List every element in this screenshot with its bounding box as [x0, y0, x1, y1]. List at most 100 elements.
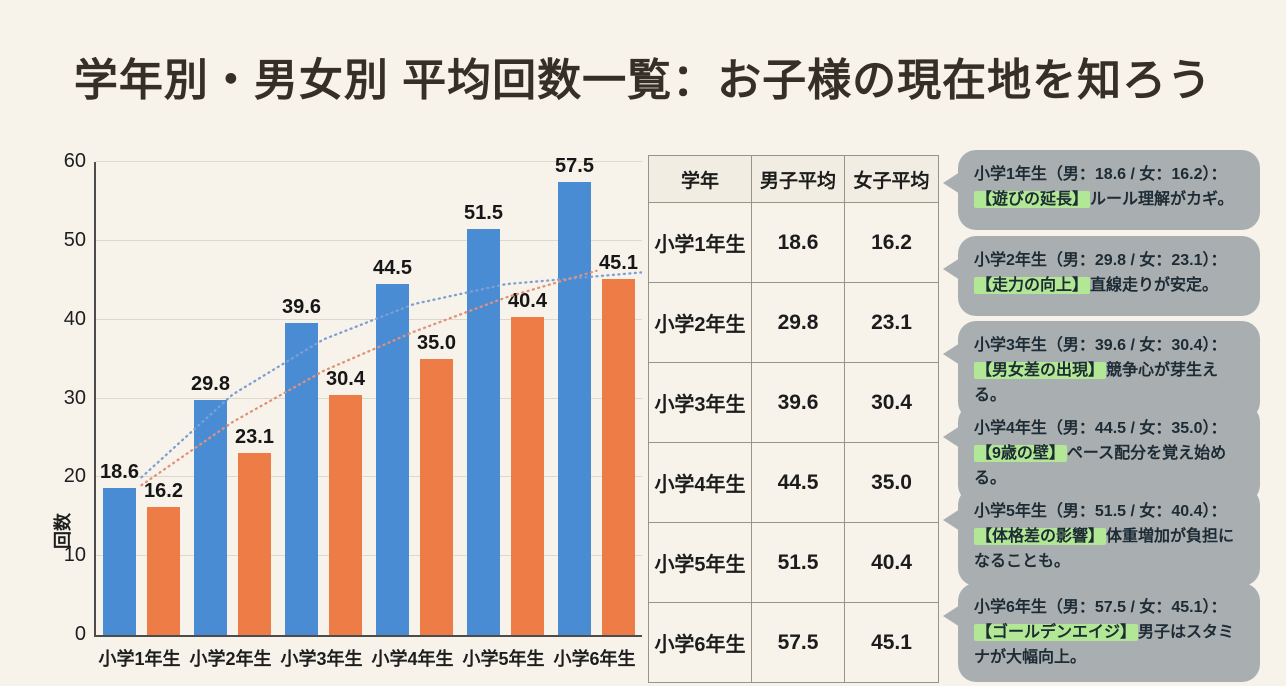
grade-cell: 小学2年生	[648, 282, 752, 363]
bubble-description: ペース配分を覚え始める。	[974, 444, 1227, 487]
value-cell: 40.4	[844, 522, 939, 603]
speech-bubble: 小学5年生（男：51.5 / 女：40.4）： 【体格差の影響】 体重増加が負担にな…	[943, 487, 1260, 587]
value-cell: 29.8	[751, 282, 845, 363]
bubble-stats-line: 小学2年生（男：29.8 / 女：23.1）：	[974, 252, 1227, 269]
grade-cell: 小学1年生	[648, 202, 752, 283]
bar-value-label: 35.0	[417, 332, 456, 355]
y-tick-label: 40	[63, 307, 86, 330]
table-header-cell: 女子平均	[844, 155, 939, 203]
highlight-chip: 【9歳の壁】	[974, 444, 1067, 462]
table-row: 小学2年生 29.8 23.1	[648, 282, 939, 363]
female-bar	[147, 507, 180, 635]
speech-bubble: 小学4年生（男：44.5 / 女：35.0）： 【9歳の壁】 ペース配分を覚え始める…	[943, 404, 1260, 504]
bubble-description: 競争心が芽生える。	[974, 361, 1219, 404]
highlight-chip: 【体格差の影響】	[974, 527, 1107, 545]
value-cell: 30.4	[844, 362, 939, 443]
value-cell: 23.1	[844, 282, 939, 363]
female-bar	[329, 395, 362, 635]
gridline	[96, 239, 642, 241]
x-tick-label: 小学5年生	[462, 649, 545, 669]
bubble-stats-line: 小学4年生（男：44.5 / 女：35.0）：	[974, 420, 1227, 437]
plot-area: 18.6 16.2 29.8 23.1 39.6 30.4 44.5 35.0 51.5 40.4…	[94, 155, 642, 637]
bubble-description: 男子はスタミナが大幅向上。	[974, 623, 1235, 666]
x-tick-label: 小学3年生	[280, 649, 363, 669]
value-cell: 44.5	[751, 442, 845, 523]
x-tick-label: 小学1年生	[98, 649, 181, 669]
speech-bubble: 小学3年生（男：39.6 / 女：30.4）： 【男女差の出現】 競争心が芽生える。	[943, 321, 1260, 421]
bar-value-label: 29.8	[191, 373, 230, 396]
table-row: 小学6年生 57.5 45.1	[648, 602, 939, 683]
table-header-cell: 学年	[648, 155, 752, 203]
bubble-stats-line: 小学3年生（男：39.6 / 女：30.4）：	[974, 337, 1227, 354]
bubble-text: 小学6年生（男：57.5 / 女：45.1）： 【ゴールデンエイジ】 男子はスタミナ…	[974, 596, 1246, 670]
bar-value-label: 30.4	[326, 368, 365, 391]
highlight-chip: 【男女差の出現】	[974, 361, 1107, 379]
table-row: 小学4年生 44.5 35.0	[648, 442, 939, 523]
bubble-text: 小学2年生（男：29.8 / 女：23.1）： 【走力の向上】 直線走りが安定。	[974, 249, 1246, 299]
y-tick-label: 50	[63, 228, 86, 251]
bar-value-label: 23.1	[235, 425, 274, 448]
table-header: 学年 男子平均 女子平均	[648, 155, 939, 203]
bubble-stats-line: 小学1年生（男：18.6 / 女：16.2）：	[974, 166, 1227, 183]
bubble-text: 小学5年生（男：51.5 / 女：40.4）： 【体格差の影響】 体重増加が負担にな…	[974, 500, 1246, 574]
male-bar	[558, 181, 591, 635]
value-cell: 18.6	[751, 202, 845, 283]
bubble-text: 小学1年生（男：18.6 / 女：16.2）： 【遊びの延長】 ルール理解がカギ。	[974, 163, 1246, 213]
bar-chart: 回数 18.6 16.2 29.8 23.1 39.6 30.4 44.5 35.0 51.5 4…	[36, 146, 648, 680]
page-title: 学年別・男女別 平均回数一覧：お子様の現在地を知ろう	[73, 56, 1213, 105]
bar-value-label: 57.5	[555, 154, 594, 177]
bar-value-label: 40.4	[508, 289, 547, 312]
grade-cell: 小学4年生	[648, 442, 752, 523]
value-cell: 39.6	[751, 362, 845, 443]
bubble-stats-line: 小学6年生（男：57.5 / 女：45.1）：	[974, 599, 1227, 616]
highlight-chip: 【ゴールデンエイジ】	[974, 623, 1139, 641]
female-bar	[602, 279, 635, 635]
speech-bubble: 小学6年生（男：57.5 / 女：45.1）： 【ゴールデンエイジ】 男子はスタミナ…	[943, 583, 1260, 683]
female-bar	[511, 316, 544, 635]
x-tick-label: 小学2年生	[189, 649, 272, 669]
grade-cell: 小学3年生	[648, 362, 752, 443]
y-tick-label: 60	[63, 150, 86, 172]
bubble-tail-icon	[943, 509, 960, 531]
bar-value-label: 18.6	[100, 461, 139, 484]
bubble-description: 直線走りが安定。	[1090, 276, 1219, 294]
bubble-text: 小学4年生（男：44.5 / 女：35.0）： 【9歳の壁】 ペース配分を覚え始める…	[974, 417, 1246, 491]
table-row: 小学5年生 51.5 40.4	[648, 522, 939, 603]
value-cell: 45.1	[844, 602, 939, 683]
gridline	[96, 555, 642, 557]
bar-value-label: 51.5	[464, 202, 503, 225]
grade-cell: 小学6年生	[648, 602, 752, 683]
speech-bubble: 小学1年生（男：18.6 / 女：16.2）： 【遊びの延長】 ルール理解がカギ。	[943, 150, 1260, 230]
bubble-tail-icon	[943, 426, 960, 448]
y-tick-label: 0	[74, 623, 86, 645]
bubble-text: 小学3年生（男：39.6 / 女：30.4）： 【男女差の出現】 競争心が芽生える。	[974, 334, 1246, 408]
y-tick-label: 30	[63, 386, 86, 409]
x-tick-label: 小学4年生	[371, 649, 454, 669]
bubble-tail-icon	[943, 172, 960, 194]
value-cell: 35.0	[844, 442, 939, 523]
highlight-chip: 【走力の向上】	[974, 276, 1091, 294]
bubble-tail-icon	[943, 258, 960, 280]
data-table: 学年 男子平均 女子平均 小学1年生 18.6 16.2 小学2年生 29.8 23.1 小学3…	[648, 155, 939, 683]
bubble-tail-icon	[943, 605, 960, 627]
table-header-cell: 男子平均	[751, 155, 845, 203]
table-row: 小学1年生 18.6 16.2	[648, 202, 939, 283]
bar-value-label: 45.1	[599, 252, 638, 275]
bubble-description: 体重増加が負担になることも。	[974, 527, 1235, 570]
bar-value-label: 44.5	[373, 257, 412, 280]
speech-bubble: 小学2年生（男：29.8 / 女：23.1）： 【走力の向上】 直線走りが安定。	[943, 236, 1260, 316]
value-cell: 57.5	[751, 602, 845, 683]
bar-value-label: 16.2	[144, 480, 183, 503]
y-tick-label: 10	[63, 544, 86, 567]
value-cell: 16.2	[844, 202, 939, 283]
female-bar	[420, 359, 453, 635]
bubble-description: ルール理解がカギ。	[1090, 190, 1234, 208]
bubble-stats-line: 小学5年生（男：51.5 / 女：40.4）：	[974, 503, 1227, 520]
highlight-chip: 【遊びの延長】	[974, 190, 1091, 208]
x-tick-label: 小学6年生	[553, 649, 636, 669]
female-bar	[238, 452, 271, 635]
table-row: 小学3年生 39.6 30.4	[648, 362, 939, 443]
y-tick-label: 20	[63, 465, 86, 488]
bubble-tail-icon	[943, 343, 960, 365]
gridline	[96, 161, 642, 162]
